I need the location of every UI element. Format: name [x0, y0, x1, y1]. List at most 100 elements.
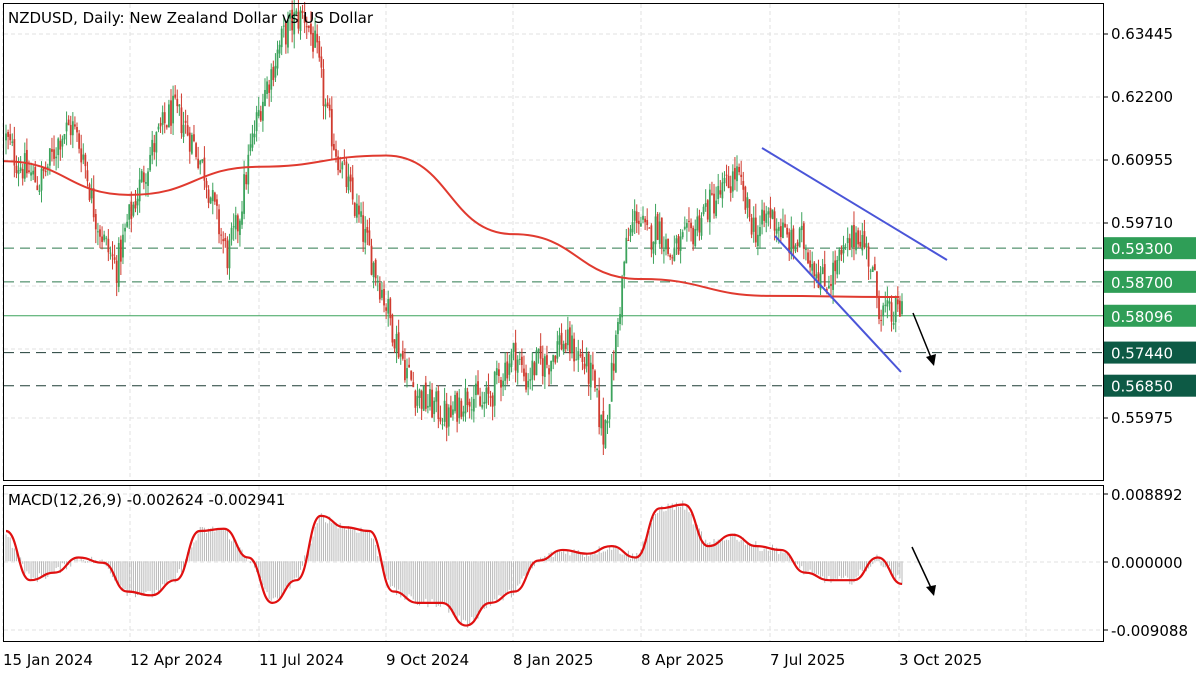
candle-body — [763, 210, 766, 221]
candle-body — [207, 189, 210, 203]
candle-body — [752, 217, 755, 232]
candle-body — [188, 132, 191, 152]
candle-body — [289, 13, 291, 19]
candle-body — [788, 232, 791, 254]
candle-body — [468, 401, 471, 407]
candle-body — [247, 154, 250, 185]
candle-body — [729, 186, 732, 193]
candle-body — [134, 201, 137, 209]
candle-body — [880, 319, 883, 321]
candle-body — [855, 232, 857, 251]
candle-body — [878, 295, 880, 320]
candle-body — [809, 260, 812, 268]
x-tick-label: 11 Jul 2024 — [259, 651, 344, 669]
x-tick-label: 12 Apr 2024 — [130, 651, 223, 669]
down-arrow-macd — [911, 546, 936, 596]
candle-body — [253, 133, 256, 138]
candle-body — [675, 238, 678, 244]
candle-body — [55, 156, 58, 159]
candle-body — [232, 226, 235, 228]
candle-body — [882, 305, 885, 317]
candle-body — [857, 230, 860, 245]
price-tag — [1104, 270, 1196, 293]
candle-body — [842, 244, 845, 254]
candle-body — [460, 400, 463, 417]
candle-body — [370, 245, 373, 275]
candle-body — [408, 364, 410, 368]
candle-body — [642, 215, 644, 220]
candle-body — [429, 389, 431, 407]
candle-body — [40, 168, 43, 191]
candle-body — [754, 217, 757, 243]
candle-body — [483, 401, 486, 404]
candle-body — [439, 417, 442, 422]
candle-body — [775, 228, 778, 234]
candle-body — [366, 227, 369, 233]
candle-body — [349, 174, 352, 182]
candle-body — [692, 227, 695, 245]
candle-body — [683, 226, 686, 230]
y-tick-label: 0.59710 — [1111, 214, 1173, 232]
candle-body — [94, 213, 97, 230]
x-tick-label: 8 Apr 2025 — [641, 651, 724, 669]
candle-body — [157, 126, 160, 130]
candle-body — [717, 186, 720, 199]
candle-body — [5, 133, 7, 141]
candle-body — [548, 368, 550, 375]
candle-body — [414, 390, 417, 408]
candle-body — [748, 199, 751, 218]
horizontal-levels — [4, 247, 1103, 387]
y-tick-label: 0.63445 — [1111, 25, 1173, 43]
candle-body — [360, 211, 362, 217]
candle-body — [416, 395, 419, 406]
candle-body — [888, 301, 891, 304]
candle-body — [182, 124, 185, 137]
candle-body — [596, 388, 598, 391]
candle-body — [297, 11, 300, 29]
candle-body — [850, 225, 853, 248]
candle-body — [859, 241, 862, 247]
candle-body — [523, 368, 525, 377]
candle-body — [848, 238, 851, 250]
candle-body — [109, 252, 112, 254]
candle-body — [627, 240, 630, 242]
candle-body — [723, 177, 726, 184]
candle-body — [827, 285, 830, 289]
candle-body — [510, 351, 513, 368]
candle-body — [646, 219, 649, 226]
candle-body — [424, 382, 427, 409]
candle-body — [706, 200, 709, 220]
candle-body — [500, 379, 502, 388]
candle-body — [665, 239, 667, 250]
candle-body — [168, 104, 170, 128]
candle-body — [677, 235, 680, 255]
candle-body — [351, 177, 354, 200]
candle-body — [608, 404, 611, 420]
price-tag — [1104, 341, 1196, 364]
candle-body — [326, 102, 329, 106]
candle-body — [80, 148, 83, 163]
candle-body — [890, 302, 893, 322]
candle-body — [330, 109, 333, 147]
candle-body — [345, 161, 348, 187]
candle-body — [786, 227, 789, 235]
candle-body — [604, 420, 607, 449]
candle-body — [96, 231, 99, 233]
channel-upper-line — [761, 147, 948, 261]
candle-body — [832, 262, 834, 290]
candle-body — [115, 260, 118, 283]
candle-body — [456, 392, 459, 422]
macd-histogram — [5, 500, 903, 628]
candle-body — [280, 28, 283, 48]
candle-body — [278, 44, 281, 54]
candle-body — [470, 409, 473, 411]
candle-body — [802, 223, 805, 249]
main-title: NZDUSD, Daily: New Zealand Dollar vs US … — [8, 9, 374, 27]
candle-body — [228, 239, 231, 269]
candle-body — [316, 33, 319, 43]
candle-body — [445, 403, 448, 428]
candle-body — [585, 353, 588, 367]
y-tick-label: 0.60955 — [1111, 151, 1173, 169]
candle-body — [894, 297, 897, 323]
